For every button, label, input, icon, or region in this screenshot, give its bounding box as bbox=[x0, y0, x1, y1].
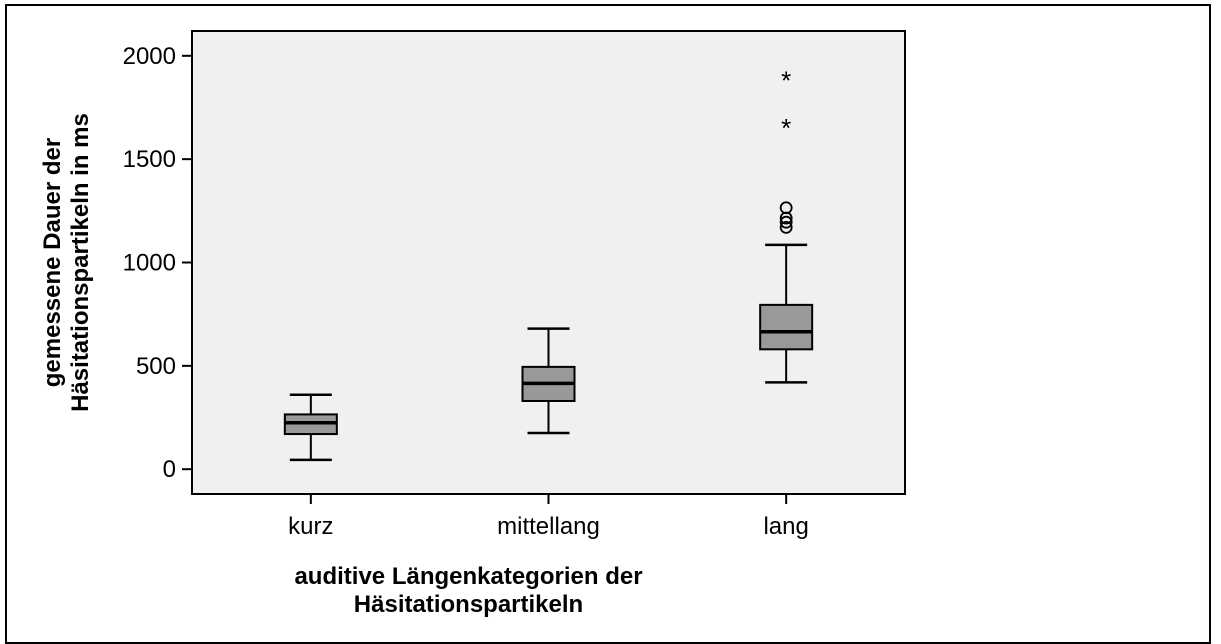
boxes: ** bbox=[283, 66, 814, 462]
outlier-point bbox=[779, 201, 793, 215]
box-kurz bbox=[283, 393, 338, 462]
box-iqr bbox=[759, 303, 814, 351]
box-lang: ** bbox=[759, 66, 814, 384]
y-axis-title-line: gemessene Dauer der bbox=[39, 138, 66, 387]
y-axis-title: gemessene Dauer der Häsitationspartikeln … bbox=[39, 113, 94, 412]
y-tick-label: 2000 bbox=[123, 43, 176, 70]
x-tick-label: kurz bbox=[288, 513, 333, 540]
y-axis-title-line: Häsitationspartikeln in ms bbox=[67, 113, 94, 412]
extreme-point: * bbox=[781, 66, 791, 96]
x-axis-title: auditive Längenkategorien derHäsitations… bbox=[294, 563, 642, 618]
x-axis-title-line: auditive Längenkategorien der bbox=[294, 563, 642, 590]
outlier-point bbox=[779, 220, 793, 234]
x-tick-label: mittellang bbox=[497, 513, 600, 540]
x-axis-title-line: Häsitationspartikeln bbox=[354, 591, 583, 618]
y-tick-label: 500 bbox=[136, 353, 176, 380]
extreme-point: * bbox=[781, 113, 791, 143]
box-mittellang bbox=[521, 327, 576, 435]
outlier-point bbox=[779, 215, 793, 229]
x-tick-label: lang bbox=[763, 513, 808, 540]
y-tick-label: 1000 bbox=[123, 250, 176, 277]
y-axis: 0 500 1000 1500 2000 bbox=[123, 43, 192, 483]
x-axis: kurz mittellang lang bbox=[288, 494, 809, 540]
y-tick-label: 1500 bbox=[123, 146, 176, 173]
y-tick-label: 0 bbox=[163, 456, 176, 483]
